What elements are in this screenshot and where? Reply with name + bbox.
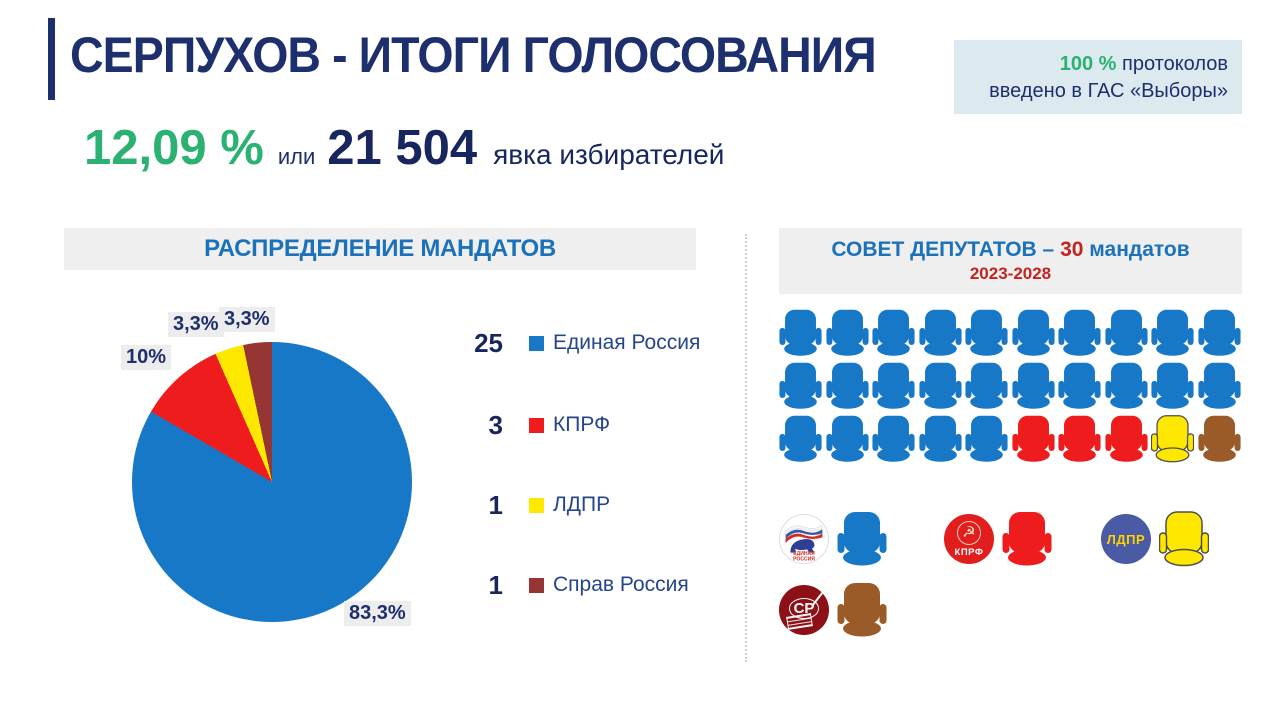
council-seat-icon: [872, 414, 915, 464]
sprav-rossiya-logo: СР: [779, 585, 829, 635]
svg-text:ЕДИНАЯ: ЕДИНАЯ: [793, 551, 815, 557]
council-seat-icon: [1011, 361, 1055, 411]
council-seat-icon: [1151, 414, 1194, 464]
mandates-pie-chart: [132, 342, 412, 622]
party-key-edinaya-rossiya: ЕДИНАЯ РОССИЯ: [779, 511, 887, 567]
legend-swatch: [529, 577, 544, 593]
legend-swatch: [529, 335, 544, 351]
pie-panel-header: РАСПРЕДЕЛЕНИЕ МАНДАТОВ: [64, 228, 696, 270]
hammer-and-sickle-icon: ☭: [957, 520, 981, 545]
council-seat-icon: [825, 308, 869, 358]
council-seat-icon: [1197, 414, 1241, 464]
council-seat-icon: [1058, 361, 1101, 411]
council-seat-icon: [1011, 308, 1055, 358]
council-seat-icon: [965, 361, 1008, 411]
turnout-label: явка избирателей: [493, 139, 725, 170]
council-seat-icon: [1197, 361, 1241, 411]
council-seat-icon: [965, 308, 1008, 358]
turnout-percent: 12,09 %: [84, 121, 264, 175]
party-key-sprav-rossiya: СР: [779, 582, 887, 638]
title-accent-bar: [48, 18, 55, 100]
council-seat-icon: [1104, 361, 1148, 411]
legend-swatch: [529, 497, 544, 513]
council-seat-icon: [1011, 414, 1055, 464]
seat-icon-edinaya-rossiya: [837, 511, 887, 567]
party-key-ldpr: ЛДПР: [1101, 511, 1209, 567]
legend-row-edinaya-rossiya: 25 Единая Россия: [455, 326, 700, 360]
page-title: СЕРПУХОВ - ИТОГИ ГОЛОСОВАНИЯ: [70, 27, 877, 83]
council-seat-icon: [825, 414, 869, 464]
legend-seat-count: 3: [488, 409, 503, 440]
council-seat-icon: [779, 361, 822, 411]
pie-label-ldpr: 3,3%: [168, 312, 224, 337]
party-key-kprf: ☭ КПРФ: [944, 511, 1052, 567]
legend-seat-count: 25: [474, 327, 503, 358]
council-seat-icon: [825, 361, 869, 411]
council-seat-icon: [779, 414, 822, 464]
legend-seat-count: 1: [488, 569, 503, 600]
seat-grid: [779, 308, 1241, 464]
edinaya-rossiya-logo-art: ЕДИНАЯ РОССИЯ: [785, 524, 823, 563]
council-seat-icon: [1104, 308, 1148, 358]
council-seat-icon: [779, 308, 822, 358]
council-panel-header: СОВЕТ ДЕПУТАТОВ – 30 мандатов 2023-2028: [779, 228, 1242, 294]
turnout-line: 12,09 % или 21 504 явка избирателей: [84, 120, 724, 176]
council-mandates-count: 30: [1060, 238, 1084, 261]
council-seat-icon: [872, 308, 915, 358]
council-title-line: СОВЕТ ДЕПУТАТОВ – 30 мандатов: [831, 238, 1189, 262]
legend-party-name: ЛДПР: [553, 493, 611, 516]
ldpr-logo-text: ЛДПР: [1106, 531, 1146, 547]
edinaya-rossiya-logo: ЕДИНАЯ РОССИЯ: [779, 514, 829, 564]
turnout-or-word: или: [277, 144, 316, 169]
legend-party-name: КПРФ: [553, 413, 611, 436]
sr-logo-small-text-block: [786, 613, 813, 630]
pie-label-edinaya-rossiya: 83,3%: [344, 601, 411, 626]
legend-row-sprav-rossiya: 1 Справ Россия: [455, 568, 689, 602]
protocols-line1: 100 % протоколов: [964, 51, 1228, 78]
council-seat-icon: [918, 308, 962, 358]
council-seat-icon: [918, 414, 962, 464]
council-seat-icon: [1058, 414, 1101, 464]
seat-icon-sprav-rossiya: [837, 582, 887, 638]
panel-divider: [745, 234, 747, 662]
svg-text:РОССИЯ: РОССИЯ: [793, 557, 815, 563]
seat-icon-kprf: [1002, 511, 1052, 567]
legend-row-kprf: 3 КПРФ: [455, 408, 611, 442]
council-seat-icon: [872, 361, 915, 411]
council-title-suffix: мандатов: [1083, 238, 1190, 261]
council-seat-icon: [1151, 308, 1194, 358]
legend-party-name: Справ Россия: [553, 573, 689, 596]
bear-icon: [790, 539, 815, 553]
council-seat-icon: [1151, 361, 1194, 411]
council-seat-icon: [1058, 308, 1101, 358]
kprf-logo-text: КПРФ: [954, 546, 984, 558]
council-seat-icon: [1197, 308, 1241, 358]
council-title-prefix: СОВЕТ ДЕПУТАТОВ –: [831, 238, 1061, 261]
legend-party-name: Единая Россия: [553, 331, 701, 354]
turnout-count: 21 504: [327, 121, 478, 175]
legend-seat-count: 1: [488, 489, 503, 520]
kprf-logo: ☭ КПРФ: [944, 514, 994, 564]
pie-label-sprav-rossiya: 3,3%: [219, 307, 275, 332]
legend-swatch: [529, 417, 544, 433]
protocols-line1-text: протоколов: [1122, 53, 1228, 75]
council-seat-icon: [965, 414, 1008, 464]
ldpr-logo: ЛДПР: [1101, 514, 1151, 564]
pie-panel-title: РАСПРЕДЕЛЕНИЕ МАНДАТОВ: [204, 235, 556, 262]
protocols-percent: 100 %: [1059, 53, 1117, 75]
council-seat-icon: [918, 361, 962, 411]
pie-label-kprf: 10%: [121, 345, 172, 370]
protocols-badge: 100 % протоколов введено в ГАС «Выборы»: [954, 40, 1242, 114]
legend-row-ldpr: 1 ЛДПР: [455, 488, 611, 522]
council-seat-icon: [1104, 414, 1148, 464]
seat-icon-ldpr: [1159, 511, 1209, 567]
council-term: 2023-2028: [969, 264, 1052, 283]
protocols-line2-text: введено в ГАС «Выборы»: [989, 80, 1228, 102]
